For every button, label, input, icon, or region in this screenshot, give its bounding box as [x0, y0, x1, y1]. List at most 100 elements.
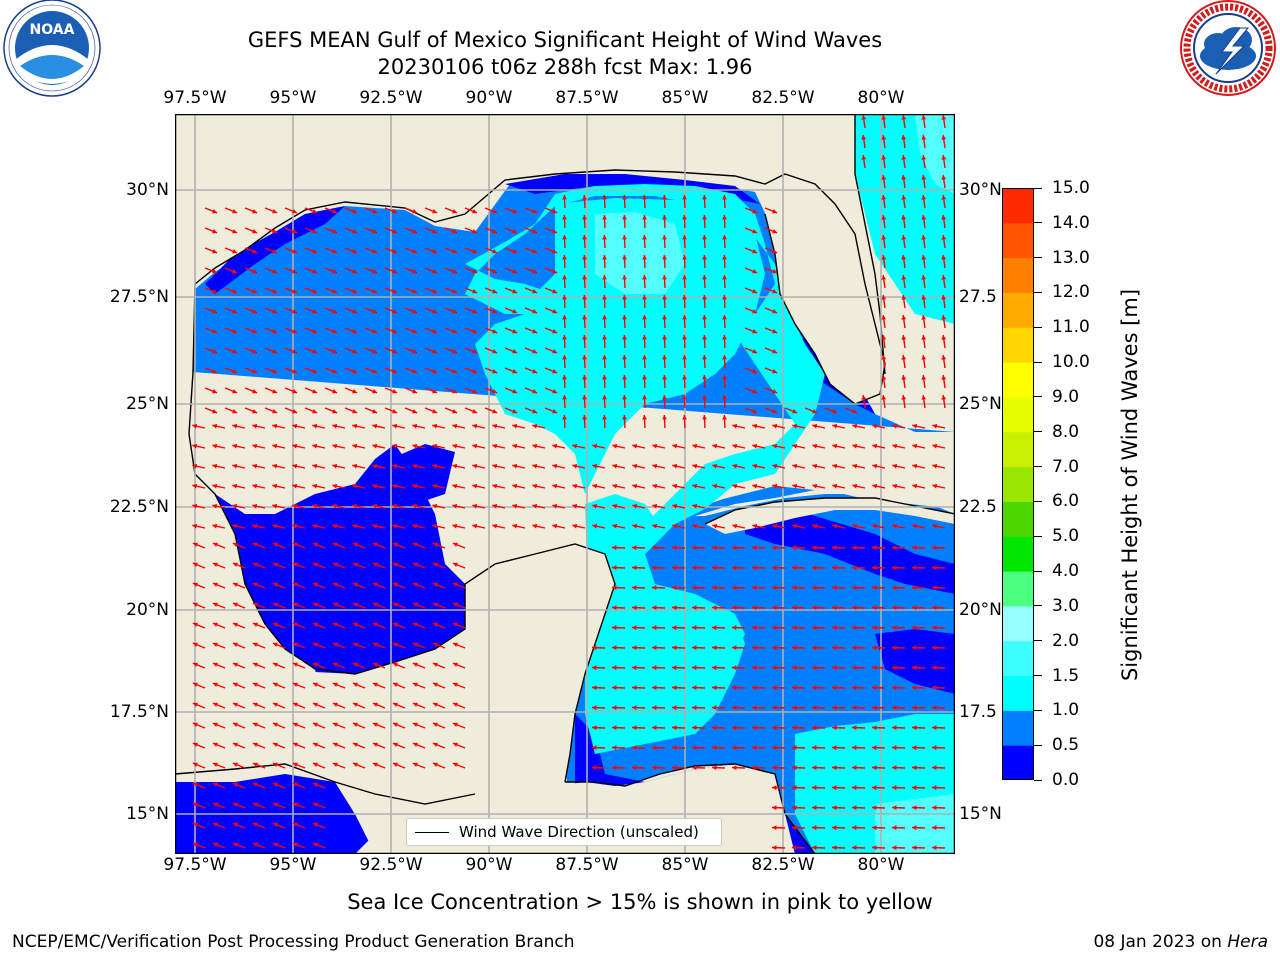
wind-arrow-head	[642, 275, 647, 280]
wind-arrow-head	[672, 705, 677, 711]
wind-arrow-head	[272, 742, 278, 747]
wind-arrow-head	[932, 805, 937, 811]
svg-text:NOAA: NOAA	[30, 22, 75, 38]
wind-arrow-head	[892, 845, 897, 851]
wind-arrow-head	[392, 229, 398, 234]
wind-arrow-head	[812, 423, 818, 429]
wind-arrow-head	[452, 642, 458, 647]
wind-arrow-head	[572, 523, 578, 529]
florida-east-land	[815, 114, 885, 394]
wind-arrow-head	[892, 625, 897, 631]
longitude-label: 85°W	[661, 88, 709, 108]
wind-arrow-head	[232, 562, 238, 567]
wind-arrow-head	[912, 625, 917, 631]
wind-arrow-head	[692, 545, 697, 551]
colorbar-segment	[1002, 536, 1034, 572]
wind-arrow-head	[512, 249, 518, 254]
wind-arrow-head	[921, 355, 927, 360]
wind-arrow-head	[192, 443, 198, 449]
wind-arrow-head	[612, 463, 618, 469]
wind-arrow-head	[812, 463, 818, 469]
wind-arrow-head	[452, 602, 458, 607]
wind-arrow-head	[772, 523, 778, 529]
wind-arrow-head	[292, 463, 298, 469]
wind-arrow-head	[772, 845, 777, 851]
wind-arrow-head	[861, 115, 867, 120]
wind-arrow-head	[602, 195, 607, 200]
wind-arrow-head	[192, 602, 198, 607]
wind-arrow-head	[452, 742, 458, 747]
wind-arrow-head	[562, 415, 567, 420]
wind-arrow-head	[582, 195, 587, 200]
wind-arrow-head	[492, 349, 498, 354]
map-legend: Wind Wave Direction (unscaled)	[406, 818, 722, 846]
wind-arrow-head	[372, 349, 378, 354]
wind-arrow-head	[372, 542, 378, 547]
wind-arrow-head	[852, 523, 858, 529]
wind-arrow-head	[792, 825, 797, 831]
wind-arrow-head	[752, 443, 758, 449]
wind-arrow-head	[881, 115, 887, 120]
wind-arrow-head	[492, 423, 498, 429]
wind-arrow-head	[712, 685, 717, 691]
wind-arrow-head	[332, 423, 338, 429]
wind-arrow-head	[912, 745, 917, 751]
wind-arrow-head	[272, 523, 278, 529]
wind-arrow-head	[832, 523, 838, 529]
wind-arrow-head	[582, 335, 587, 340]
wind-arrow-head	[582, 295, 587, 300]
wind-arrow-head	[792, 409, 798, 414]
wind-arrow-head	[772, 665, 777, 671]
wind-arrow-head	[512, 523, 518, 529]
wind-arrow-head	[592, 443, 598, 449]
wind-arrow-head	[472, 523, 478, 529]
colorbar-tick-label: 15.0	[1052, 178, 1090, 198]
wind-arrow-head	[432, 409, 438, 414]
wind-arrow-head	[252, 762, 258, 767]
wind-arrow-head	[732, 745, 737, 751]
wind-arrow-head	[722, 295, 727, 300]
wind-arrow-head	[881, 175, 887, 180]
wind-arrow-head	[352, 329, 358, 334]
wind-arrow-head	[672, 523, 678, 529]
wind-arrow-head	[312, 842, 318, 847]
wind-arrow-head	[892, 825, 897, 831]
wind-arrow-head	[512, 309, 518, 314]
wind-arrow-head	[452, 682, 458, 687]
longitude-label: 97.5°W	[163, 855, 227, 875]
wind-arrow-head	[881, 315, 887, 320]
wind-arrow-head	[472, 409, 478, 414]
wind-arrow-head	[412, 622, 418, 627]
wind-arrow-head	[881, 135, 887, 140]
wind-arrow-head	[812, 409, 818, 414]
wind-arrow-head	[852, 705, 857, 711]
footer-date-text: 08 Jan 2023 on	[1093, 932, 1222, 952]
wind-arrow-head	[352, 622, 358, 627]
longitude-label: 95°W	[269, 88, 317, 108]
wind-arrow-head	[372, 662, 378, 667]
wind-arrow-head	[452, 503, 458, 509]
wind-arrow-head	[772, 423, 778, 429]
wind-arrow-head	[772, 369, 778, 374]
wind-arrow-head	[432, 742, 438, 747]
wind-arrow-head	[312, 762, 318, 767]
wind-arrow-head	[332, 682, 338, 687]
wind-arrow-head	[832, 565, 837, 571]
wind-arrow-head	[562, 335, 567, 340]
wind-arrow-head	[312, 483, 318, 489]
wind-arrow-head	[732, 665, 737, 671]
wind-arrow-head	[512, 389, 518, 394]
wind-arrow-head	[652, 665, 657, 671]
wind-arrow-head	[872, 463, 878, 469]
colorbar-tick-label: 12.0	[1052, 282, 1090, 303]
wind-arrow-head	[552, 229, 558, 234]
wind-arrow-head	[852, 605, 857, 611]
wind-arrow-head	[492, 249, 498, 254]
wind-arrow-head	[512, 229, 518, 234]
wind-arrow-head	[652, 545, 657, 551]
wind-arrow-head	[372, 463, 378, 469]
wind-arrow-head	[712, 645, 717, 651]
wind-arrow-head	[372, 409, 378, 414]
wind-arrow-head	[212, 443, 218, 449]
wind-arrow-head	[852, 665, 857, 671]
